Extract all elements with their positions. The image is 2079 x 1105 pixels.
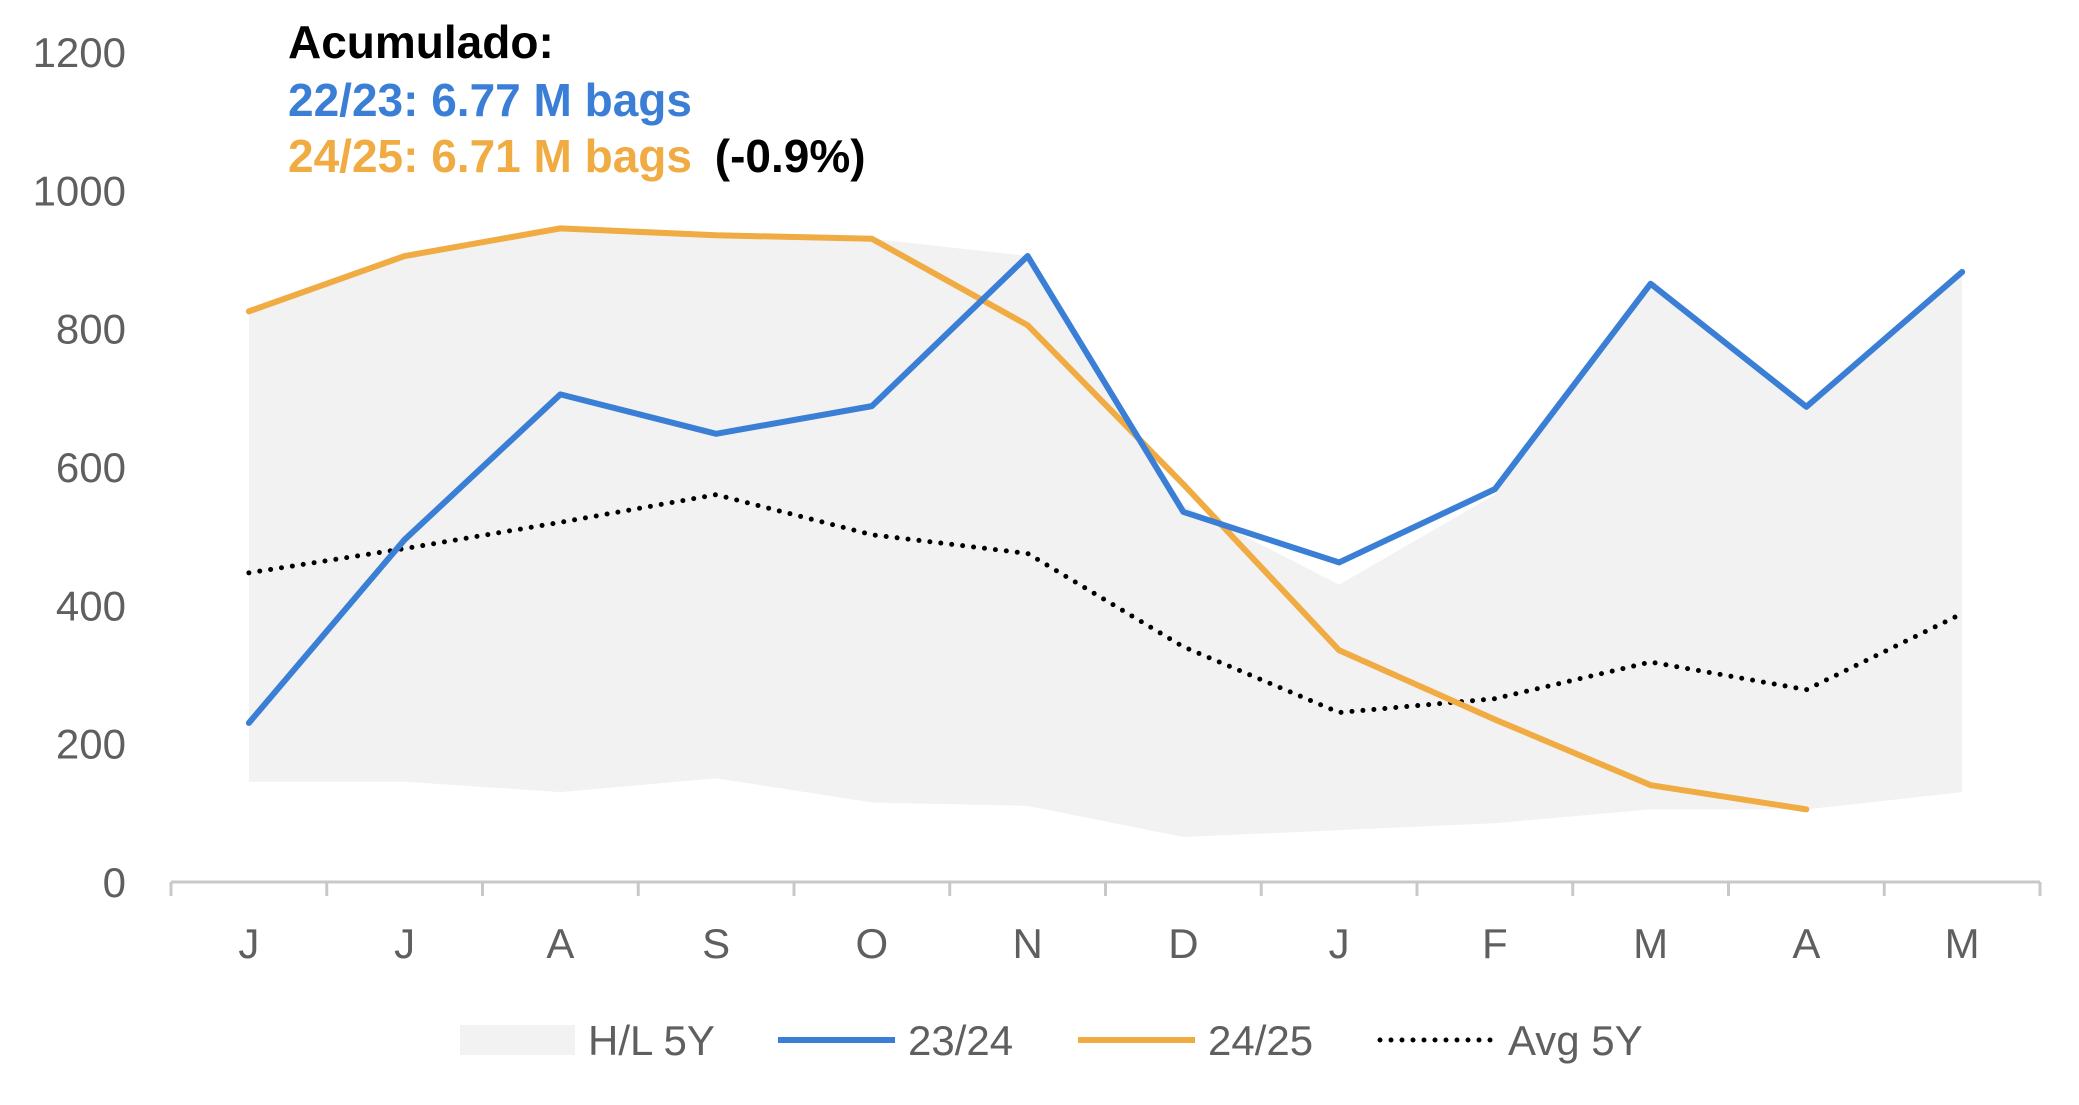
- y-tick-label: 200: [56, 721, 126, 768]
- y-axis-ticks: 0 200 400 600 800 1000 1200: [33, 29, 126, 906]
- legend: H/L 5Y 23/24 24/25 Avg 5Y: [460, 1017, 1643, 1064]
- x-tick-label: S: [702, 920, 730, 967]
- legend-label-24-25: 24/25: [1208, 1017, 1313, 1064]
- x-tick-label: M: [1945, 920, 1980, 967]
- x-tick-label: A: [1792, 920, 1820, 967]
- y-tick-label: 1000: [33, 167, 126, 214]
- annotation-line-2425-value: 24/25: 6.71 M bags: [288, 130, 692, 182]
- series-line-23-24: [245, 253, 1966, 726]
- annotation-line-2425: 24/25: 6.71 M bags (-0.9%): [288, 130, 866, 182]
- annotation-box: Acumulado: 22/23: 6.77 M bags 24/25: 6.7…: [288, 16, 866, 182]
- x-tick-label: O: [856, 920, 889, 967]
- y-tick-label: 600: [56, 444, 126, 491]
- y-tick-label: 1200: [33, 29, 126, 76]
- annotation-line-2223: 22/23: 6.77 M bags: [288, 74, 692, 126]
- y-tick-label: 0: [103, 859, 126, 906]
- annotation-change-pct: (-0.9%): [715, 130, 866, 182]
- x-tick-label: J: [394, 920, 415, 967]
- series-line-24-25: [245, 225, 1810, 813]
- legend-swatch-band: [460, 1025, 575, 1055]
- x-tick-label: D: [1168, 920, 1198, 967]
- legend-label-band: H/L 5Y: [588, 1017, 715, 1064]
- y-tick-label: 400: [56, 582, 126, 629]
- high-low-band: [248, 228, 1963, 838]
- x-tick-label: A: [546, 920, 574, 967]
- series-lines: [245, 225, 1966, 813]
- series-line-avg-5y: [246, 492, 1965, 716]
- x-tick-label: J: [238, 920, 259, 967]
- annotation-title: Acumulado:: [288, 16, 554, 68]
- legend-label-avg-5y: Avg 5Y: [1508, 1017, 1643, 1064]
- y-tick-label: 800: [56, 306, 126, 353]
- high-low-band-area: [248, 228, 1963, 838]
- legend-label-23-24: 23/24: [908, 1017, 1013, 1064]
- x-axis: [169, 880, 2042, 896]
- x-tick-label: F: [1482, 920, 1508, 967]
- x-tick-label: J: [1329, 920, 1350, 967]
- x-tick-label: M: [1633, 920, 1668, 967]
- x-tick-label: N: [1012, 920, 1042, 967]
